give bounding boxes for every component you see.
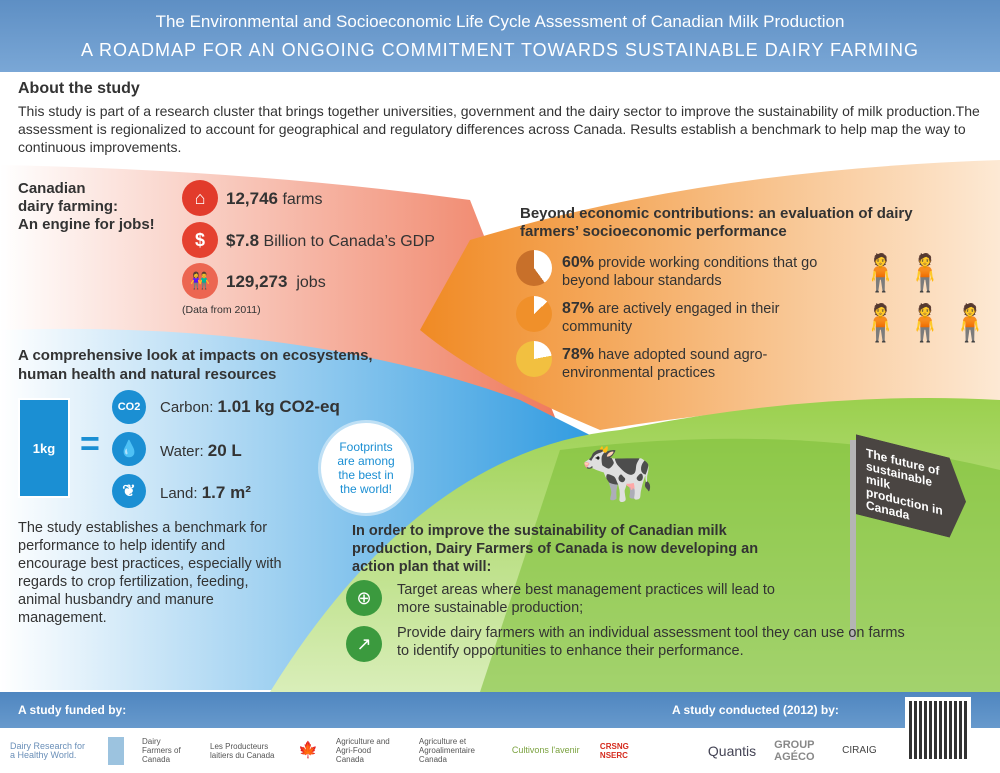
- logo-carton: [108, 736, 124, 765]
- people-icon: 👫: [182, 263, 218, 299]
- impact-value: 20 L: [207, 441, 242, 460]
- logo-nserc: CRSNG NSERC: [599, 741, 629, 760]
- socio-value: 60%: [562, 254, 595, 271]
- qr-pattern: [909, 701, 967, 759]
- stat-value: 129,273: [226, 272, 288, 291]
- socio-item: 78% have adopted sound agro-environmenta…: [562, 346, 812, 382]
- jobs-heading-line: dairy farming:: [18, 198, 119, 215]
- action-item: Target areas where best management pract…: [397, 582, 775, 616]
- action-heading: In order to improve the sustainability o…: [352, 523, 759, 575]
- impact-water: Water: 20 L: [160, 441, 242, 461]
- logo-ageco: GROUP AGÉCO: [774, 738, 815, 763]
- socio-text: have adopted sound agro-environmental pr…: [562, 347, 768, 381]
- logo-cultivons: Cultivons l'avenir: [511, 745, 580, 755]
- impact-unit: kg CO2-eq: [254, 397, 340, 416]
- data-note: (Data from 2011): [182, 304, 261, 316]
- stat-jobs: 129,273 jobs: [226, 272, 326, 292]
- stat-value: 12,746: [226, 189, 278, 208]
- conducted-label: A study conducted (2012) by:: [672, 703, 839, 717]
- barn-icon: ⌂: [182, 180, 218, 216]
- socio-value: 87%: [562, 300, 595, 317]
- impact-label: Land:: [160, 485, 198, 502]
- stat-label: Billion to Canada’s GDP: [263, 233, 435, 250]
- socio-text: provide working conditions that go beyon…: [562, 255, 818, 289]
- jobs-heading-line: Canadian: [18, 180, 86, 197]
- benchmark-text: The study establishes a benchmark for pe…: [18, 520, 282, 626]
- socio-item: 60% provide working conditions that go b…: [562, 254, 847, 290]
- stat-value: $7.8: [226, 231, 260, 250]
- co2-icon: CO2: [112, 390, 146, 424]
- socio-item: 87% are actively engaged in their commun…: [562, 300, 822, 336]
- page-subtitle: A ROADMAP FOR AN ONGOING COMMITMENT TOWA…: [80, 40, 920, 60]
- impact-value: 1.01: [217, 397, 251, 416]
- about-text: This study is part of a research cluster…: [18, 103, 980, 155]
- stat-farms: 12,746 farms: [226, 189, 322, 209]
- logo-quantis: Quantis: [707, 742, 757, 759]
- jobs-heading-line: An engine for jobs!: [18, 216, 155, 233]
- logo-aafc: Agriculture and Agri-Food Canada: [335, 737, 390, 764]
- farmers-people-icon: 🧍🧍 🧍🧍🧍: [858, 252, 993, 343]
- pie-78-icon: [516, 341, 552, 377]
- impact-carbon: Carbon: 1.01 kg CO2-eq: [160, 397, 340, 417]
- carton-label: 1kg: [32, 440, 56, 456]
- land-icon: ❦: [112, 474, 146, 508]
- stat-label: jobs: [296, 274, 326, 291]
- qr-code[interactable]: [905, 697, 971, 763]
- socio-value: 78%: [562, 346, 595, 363]
- logo-strip: Dairy Research for a Healthy World. Dair…: [0, 728, 1000, 773]
- jobs-heading: Canadian dairy farming: An engine for jo…: [18, 180, 178, 234]
- impact-label: Carbon:: [160, 399, 214, 416]
- cows-icon: 🐄: [580, 438, 655, 505]
- canada-flag-icon: 🍁: [298, 741, 318, 759]
- sign-board: The future of sustainable milk productio…: [856, 434, 966, 541]
- pie-60-icon: [516, 250, 552, 286]
- impact-value: 1.7 m²: [201, 483, 251, 502]
- action-item: Provide dairy farmers with an individual…: [397, 625, 905, 659]
- impact-label: Water:: [160, 443, 204, 460]
- about-heading: About the study: [18, 80, 140, 97]
- socio-text: are actively engaged in their community: [562, 301, 780, 335]
- logo-plc: Les Producteurs laitiers du Canada: [210, 741, 275, 760]
- logo-ciraig: CIRAIG: [842, 745, 877, 756]
- magnifier-plus-icon: ⊕: [346, 580, 382, 616]
- pie-87-icon: [516, 296, 552, 332]
- impacts-heading: A comprehensive look at impacts on ecosy…: [18, 347, 373, 383]
- logo-dfc: Dairy Farmers of Canada: [142, 737, 181, 764]
- socio-heading: Beyond economic contributions: an evalua…: [520, 205, 913, 240]
- logo-dairy-research: Dairy Research for a Healthy World.: [10, 740, 86, 760]
- chart-curve-icon: ↗: [346, 626, 382, 662]
- water-drop-icon: 💧: [112, 432, 146, 466]
- funded-label: A study funded by:: [18, 703, 127, 717]
- logo-aac: Agriculture et Agroalimentaire Canada: [418, 737, 475, 764]
- impact-land: Land: 1.7 m²: [160, 483, 251, 503]
- stat-label: farms: [282, 191, 323, 208]
- header-banner: The Environmental and Socioeconomic Life…: [0, 0, 1000, 72]
- equals-sign: =: [80, 425, 100, 463]
- stat-gdp: $7.8 Billion to Canada’s GDP: [226, 231, 435, 251]
- milk-carton-icon: 1kg: [18, 398, 70, 498]
- footprint-badge: Footprints are among the best in the wor…: [318, 420, 414, 516]
- signpost: The future of sustainable milk productio…: [850, 440, 970, 640]
- page-title: The Environmental and Socioeconomic Life…: [155, 12, 845, 31]
- dollar-icon: $: [182, 222, 218, 258]
- sign-pole: [850, 440, 856, 640]
